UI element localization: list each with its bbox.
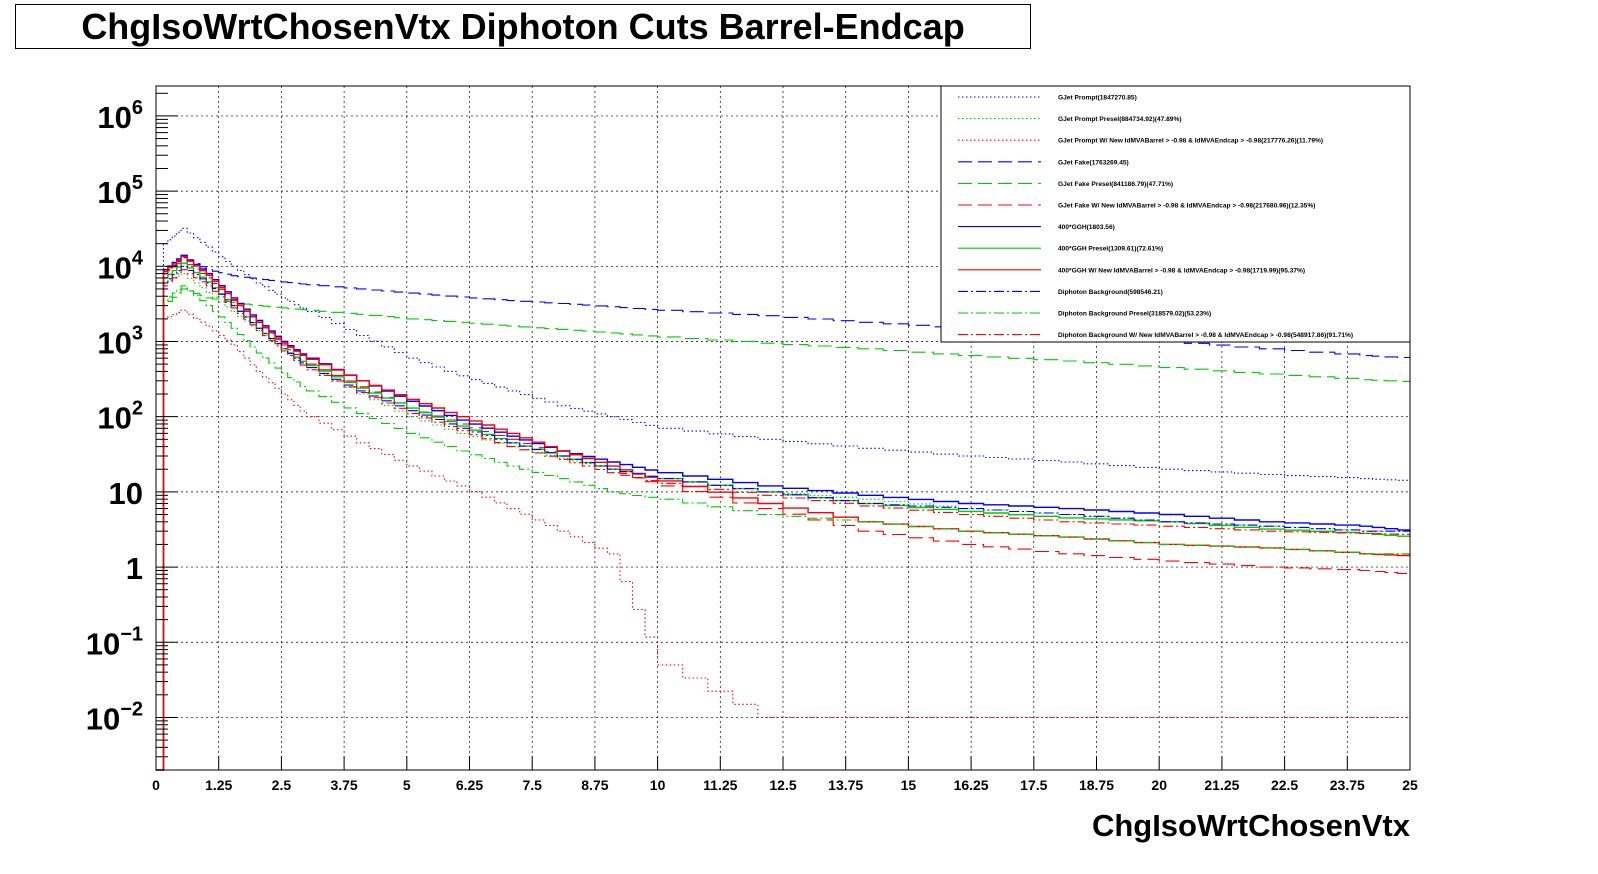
y-tick-label: 105 <box>97 172 143 210</box>
legend-label: GJet Prompt(1847270.85) <box>1058 95 1137 102</box>
legend-label: GJet Fake Presel(841186.79)(47.71%) <box>1058 181 1173 188</box>
x-tick-label: 21.25 <box>1204 777 1239 793</box>
x-tick-label: 18.75 <box>1079 777 1114 793</box>
x-tick-label: 23.75 <box>1330 777 1365 793</box>
y-tick-label: 10 <box>109 476 143 511</box>
legend-label: 400*GGH(1803.56) <box>1058 224 1115 231</box>
x-tick-label: 8.75 <box>581 777 608 793</box>
legend-label: Diphoton Background(598546.21) <box>1058 289 1163 296</box>
series-line <box>156 227 1411 771</box>
x-tick-label: 2.5 <box>272 777 292 793</box>
x-tick-label: 25 <box>1402 777 1418 793</box>
y-tick-label: 10−1 <box>86 623 143 661</box>
legend-label: GJet Fake(1763269.45) <box>1058 159 1129 166</box>
legend-label: GJet Prompt W/ New IdMVABarrel > -0.98 &… <box>1058 138 1323 145</box>
x-tick-label: 7.5 <box>522 777 542 793</box>
x-tick-label: 15 <box>901 777 917 793</box>
legend-label: 400*GGH W/ New IdMVABarrel > -0.98 & IdM… <box>1058 267 1305 274</box>
series-line <box>156 285 1410 771</box>
x-tick-label: 20 <box>1151 777 1167 793</box>
x-tick-label: 17.5 <box>1020 777 1047 793</box>
y-tick-label: 10−2 <box>86 698 143 736</box>
x-tick-label: 10 <box>650 777 666 793</box>
series-group <box>156 227 1411 771</box>
series-line <box>156 309 1410 771</box>
x-tick-label: 0 <box>152 777 160 793</box>
title-box: ChgIsoWrtChosenVtx Diphoton Cuts Barrel-… <box>15 4 1031 49</box>
x-axis: 0 1.25 2.5 3.75 5 6.25 7.5 8.75 10 11.25 12.5 13.75… <box>152 756 1418 793</box>
series-line <box>156 255 1411 771</box>
legend-label: GJet Prompt Presel(884734.92)(47.89%) <box>1058 116 1182 123</box>
y-tick-label: 104 <box>97 247 143 285</box>
x-tick-label: 5 <box>403 777 411 793</box>
x-tick-label: 1.25 <box>205 777 232 793</box>
legend-label: Diphoton Background W/ New IdMVABarrel >… <box>1058 332 1353 339</box>
x-tick-label: 22.5 <box>1271 777 1298 793</box>
chart-title: ChgIsoWrtChosenVtx Diphoton Cuts Barrel-… <box>81 6 965 47</box>
series-line <box>156 265 1410 771</box>
series-line <box>156 288 1411 771</box>
legend-label: 400*GGH Presel(1309.61)(72.61%) <box>1058 246 1163 253</box>
y-tick-label: 106 <box>97 97 143 135</box>
x-tick-label: 12.5 <box>769 777 796 793</box>
x-tick-label: 6.25 <box>456 777 483 793</box>
x-axis-label: ChgIsoWrtChosenVtx <box>1092 808 1411 843</box>
x-tick-label: 11.25 <box>703 777 737 793</box>
x-tick-label: 13.75 <box>828 777 863 793</box>
legend-box <box>940 85 1411 343</box>
legend: GJet Prompt(1847270.85) GJet Prompt Prese… <box>940 85 1411 343</box>
y-tick-label: 1 <box>126 551 143 586</box>
x-tick-label: 16.25 <box>954 777 989 793</box>
y-tick-label: 103 <box>97 322 143 360</box>
legend-label: Diphoton Background Presel(318579.02)(53… <box>1058 311 1211 318</box>
x-tick-label: 3.75 <box>330 777 357 793</box>
legend-label: GJet Fake W/ New IdMVABarrel > -0.98 & I… <box>1058 203 1315 210</box>
y-tick-label: 102 <box>97 398 143 436</box>
